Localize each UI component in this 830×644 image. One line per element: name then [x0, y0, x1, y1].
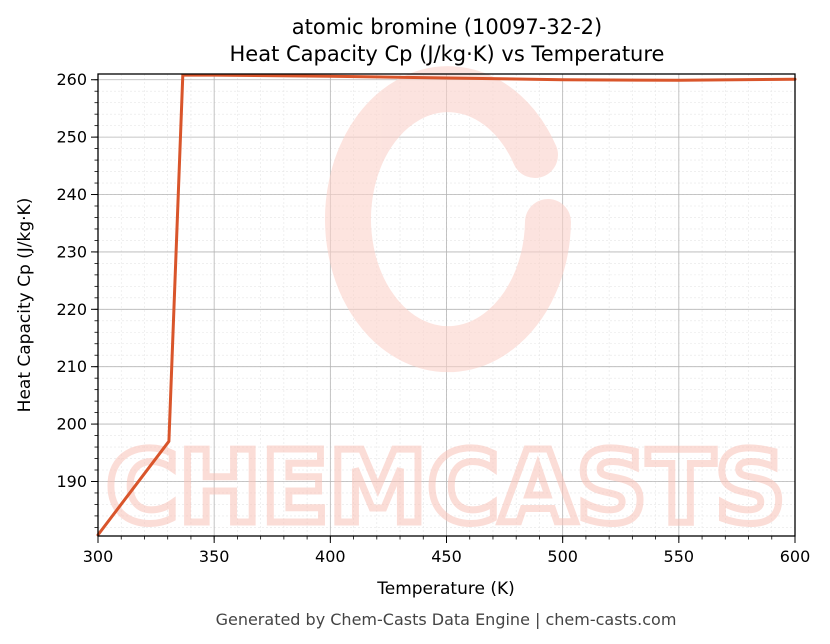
- x-axis-ticks: 300 350 400 450 500 550 600: [83, 536, 811, 566]
- y-axis-ticks: 190 200 210 220 230 240 250 260: [56, 70, 98, 528]
- x-axis-label: Temperature (K): [376, 579, 515, 599]
- y-tick-label: 210: [56, 357, 87, 376]
- x-tick-label: 450: [431, 547, 462, 566]
- y-tick-label: 240: [56, 185, 87, 204]
- x-tick-label: 600: [780, 547, 811, 566]
- y-tick-label: 200: [56, 415, 87, 434]
- x-tick-label: 300: [83, 547, 114, 566]
- footer-text: Generated by Chem-Casts Data Engine | ch…: [216, 610, 677, 629]
- data-series: [96, 73, 797, 537]
- x-tick-label: 550: [664, 547, 695, 566]
- x-tick-label: 500: [547, 547, 578, 566]
- chart-title: atomic bromine (10097-32-2): [292, 15, 602, 39]
- y-tick-label: 260: [56, 70, 87, 89]
- y-tick-label: 190: [56, 472, 87, 491]
- y-axis-label: Heat Capacity Cp (J/kg·K): [15, 198, 35, 413]
- y-tick-label: 250: [56, 128, 87, 147]
- y-tick-label: 220: [56, 300, 87, 319]
- chart-subtitle: Heat Capacity Cp (J/kg·K) vs Temperature: [230, 42, 665, 66]
- x-tick-label: 400: [315, 547, 346, 566]
- x-tick-label: 350: [199, 547, 230, 566]
- y-tick-label: 230: [56, 242, 87, 261]
- series-line-1: [96, 73, 797, 537]
